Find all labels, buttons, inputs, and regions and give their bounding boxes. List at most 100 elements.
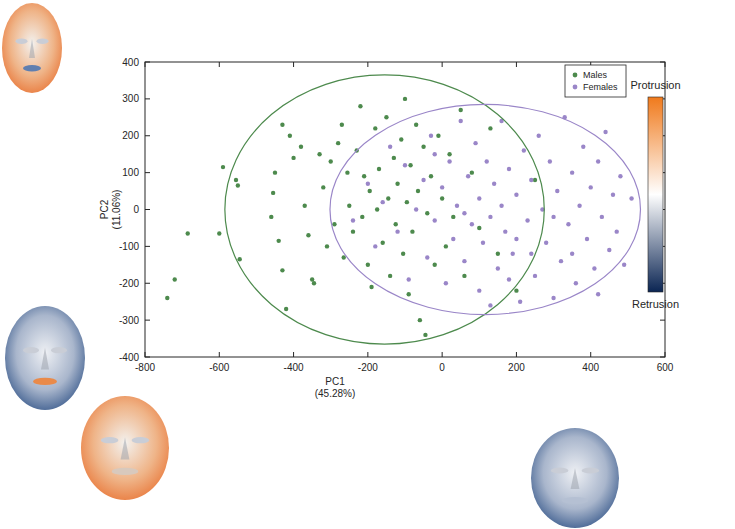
point [362, 174, 366, 178]
point [236, 183, 240, 187]
point [615, 229, 619, 233]
y-tick [145, 320, 150, 321]
y-tick [145, 357, 150, 358]
x-tick-label: 400 [582, 362, 599, 373]
y-tick [145, 246, 150, 247]
y-tick [145, 283, 150, 284]
face-eye [23, 347, 39, 353]
legend-box [565, 65, 626, 97]
face-nose [121, 438, 130, 460]
point [366, 263, 370, 267]
point [429, 174, 433, 178]
point [570, 252, 574, 256]
point [481, 240, 485, 244]
point [603, 130, 607, 134]
point [440, 196, 444, 200]
point [407, 277, 411, 281]
point [514, 288, 518, 292]
face-eye [132, 437, 150, 443]
chart: -800-600-400-2000200400600-400-300-200-1… [0, 0, 735, 529]
point [629, 196, 633, 200]
point [351, 218, 355, 222]
point [548, 159, 552, 163]
face-eye [37, 39, 49, 44]
point [414, 207, 418, 211]
colorbar [648, 97, 663, 292]
x-tick-label: 200 [508, 362, 525, 373]
point [299, 145, 303, 149]
point [433, 263, 437, 267]
point [447, 152, 451, 156]
point [423, 333, 427, 337]
point [317, 152, 321, 156]
point [462, 259, 466, 263]
point [414, 122, 418, 126]
y-axis-title: PC2 [99, 199, 110, 219]
y-tick [145, 98, 150, 99]
face-eye [101, 437, 119, 443]
legend-marker [573, 85, 578, 90]
point [596, 292, 600, 296]
point [537, 134, 541, 138]
point [277, 239, 281, 243]
point [507, 277, 511, 281]
point [366, 181, 370, 185]
point [607, 248, 611, 252]
point [173, 277, 177, 281]
plot-frame [145, 62, 665, 357]
point [459, 119, 463, 123]
point [455, 204, 459, 208]
y-tick-label: 400 [122, 57, 139, 68]
y-tick-label: -400 [119, 352, 139, 363]
point [403, 163, 407, 167]
point [477, 196, 481, 200]
point [392, 156, 396, 160]
x-tick [665, 352, 666, 357]
legend-label: Males [583, 70, 608, 80]
point [529, 252, 533, 256]
face-shape [81, 396, 169, 500]
point [373, 244, 377, 248]
legend-label: Females [583, 82, 618, 92]
x-tick [145, 62, 146, 67]
point [368, 189, 372, 193]
point [477, 226, 481, 230]
point [377, 167, 381, 171]
point [574, 281, 578, 285]
y-tick-label: 100 [122, 167, 139, 178]
face-mouth [112, 468, 138, 475]
point [529, 178, 533, 182]
point [470, 222, 474, 226]
point [544, 240, 548, 244]
point [217, 231, 221, 235]
x-tick [442, 352, 443, 357]
point [485, 159, 489, 163]
point [577, 204, 581, 208]
point [291, 156, 295, 160]
point [470, 170, 474, 174]
point [462, 274, 466, 278]
point [488, 303, 492, 307]
y-tick [660, 320, 665, 321]
y-tick-label: 0 [133, 204, 139, 215]
point [288, 134, 292, 138]
confidence-ellipse [225, 75, 544, 344]
point [477, 288, 481, 292]
point [488, 215, 492, 219]
point [321, 185, 325, 189]
point [388, 274, 392, 278]
point [492, 181, 496, 185]
point [622, 263, 626, 267]
point [360, 215, 364, 219]
point [592, 266, 596, 270]
point [408, 163, 412, 167]
point [388, 145, 392, 149]
x-tick-label: 0 [439, 362, 445, 373]
x-tick [367, 352, 368, 357]
x-tick [145, 352, 146, 357]
x-tick [665, 62, 666, 67]
point [421, 145, 425, 149]
colorbar-label: Retrusion [632, 298, 679, 310]
point [488, 126, 492, 130]
x-tick [293, 62, 294, 67]
